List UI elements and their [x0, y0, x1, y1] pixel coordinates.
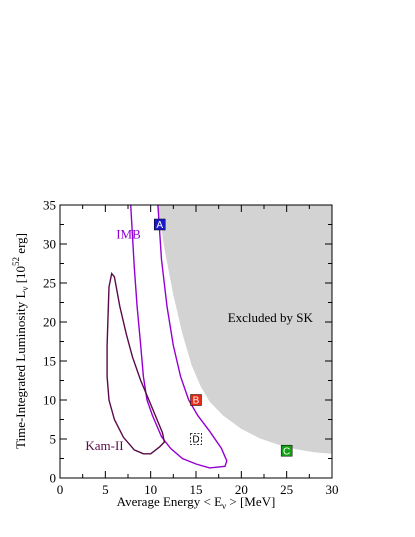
- y-axis: 0 5 10 15 20 25 30 35: [43, 198, 332, 486]
- marker-box: [153, 218, 166, 231]
- x-axis-label-main: Average Energy < E: [117, 494, 222, 509]
- series-imb-contour: [130, 205, 228, 469]
- marker-d: D: [190, 433, 202, 446]
- excluded-region-label: Excluded by SK: [228, 310, 314, 325]
- y-tick-label: 0: [50, 471, 57, 486]
- plot-area: [106, 205, 332, 469]
- y-axis-label-main: Time-Integrated Luminosity L: [13, 291, 28, 449]
- marker-box: [280, 444, 293, 457]
- y-axis-label-unit: erg]: [13, 233, 28, 257]
- y-tick-label: 10: [43, 393, 56, 408]
- y-axis-label-sup: 52: [11, 257, 21, 266]
- excluded-region: [157, 205, 332, 454]
- marker-label: C: [283, 446, 290, 457]
- marker-label: A: [156, 220, 163, 231]
- x-tick-label: 25: [280, 482, 293, 497]
- markers: A B C D: [153, 218, 293, 457]
- y-tick-label: 15: [43, 354, 56, 369]
- y-axis-label-sub: ν: [20, 287, 30, 291]
- x-axis-label-unit: > [MeV]: [226, 494, 275, 509]
- series-kam-ii-label: Kam-II: [85, 438, 123, 453]
- x-tick-label: 0: [57, 482, 64, 497]
- x-axis: 0 5 10 15 20 25 30: [57, 205, 339, 497]
- y-tick-label: 25: [43, 276, 56, 291]
- x-tick-label: 30: [326, 482, 339, 497]
- y-axis-label-mid: [10: [13, 266, 28, 287]
- marker-label: B: [193, 396, 200, 407]
- y-tick-label: 20: [43, 315, 56, 330]
- y-tick-label: 35: [43, 198, 56, 213]
- x-tick-label: 15: [190, 482, 203, 497]
- x-tick-label: 20: [235, 482, 248, 497]
- x-tick-label: 5: [102, 482, 109, 497]
- marker-box: [190, 433, 202, 445]
- marker-c: C: [280, 444, 293, 457]
- marker-a: A: [153, 218, 166, 231]
- y-tick-label: 5: [50, 432, 57, 447]
- y-tick-label: 30: [43, 237, 56, 252]
- marker-b: B: [190, 394, 202, 407]
- marker-box: [190, 394, 202, 406]
- marker-label: D: [192, 435, 199, 446]
- series-imb-label: IMB: [116, 227, 141, 242]
- x-axis-label-sub: ν: [222, 501, 226, 511]
- y-axis-label: Time-Integrated Luminosity Lν [1052 erg]: [11, 233, 30, 449]
- x-tick-label: 10: [144, 482, 157, 497]
- x-axis-label: Average Energy < Eν > [MeV]: [117, 494, 276, 511]
- series-kam-ii-contour: [106, 272, 166, 455]
